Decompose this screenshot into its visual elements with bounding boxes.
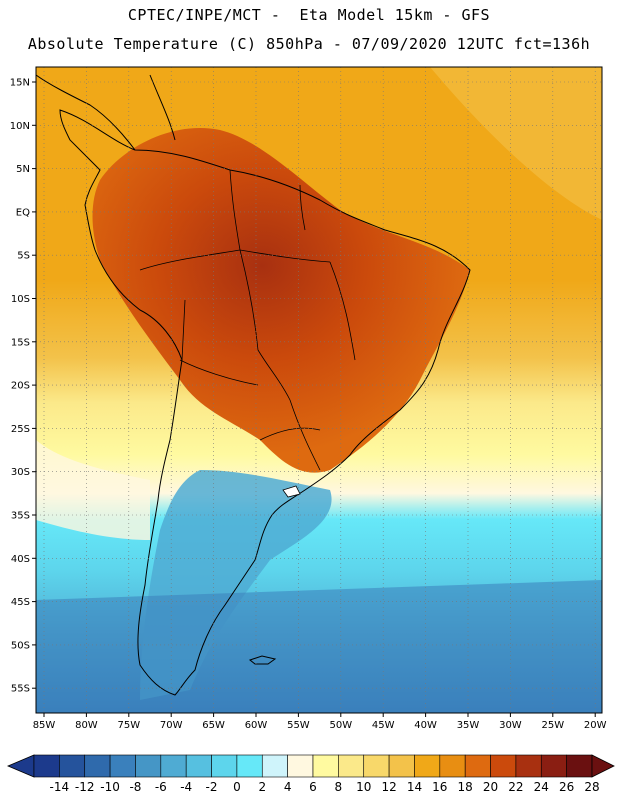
lat-label: 30S: [11, 467, 30, 478]
colorbar-label: 20: [483, 780, 498, 794]
lat-label: 20S: [11, 381, 30, 392]
lon-label: 20W: [584, 720, 607, 731]
colorbar-label: 2: [258, 780, 266, 794]
lon-label: 65W: [202, 720, 225, 731]
colorbar-label: 26: [559, 780, 574, 794]
colorbar-swatch: [261, 754, 288, 778]
map-field: [36, 67, 602, 713]
colorbar-arrow-max: [591, 754, 615, 778]
colorbar-swatch: [388, 754, 415, 778]
colorbar-swatch: [540, 754, 567, 778]
lon-label: 70W: [160, 720, 183, 731]
lat-label: 10S: [11, 294, 30, 305]
lon-label: 60W: [245, 720, 268, 731]
map-title-line1: CPTEC/INPE/MCT - Eta Model 15km - GFS: [127, 6, 491, 24]
lat-label: 5S: [17, 251, 30, 262]
colorbar-swatch: [566, 754, 593, 778]
colorbar-label: -10: [100, 780, 120, 794]
lat-label: 10N: [10, 121, 30, 132]
colorbar-swatch: [338, 754, 365, 778]
lat-label: 55S: [11, 684, 30, 695]
colorbar-label: 10: [356, 780, 371, 794]
colorbar-label: 18: [458, 780, 473, 794]
lat-label: EQ: [16, 207, 30, 218]
colorbar-swatch: [363, 754, 390, 778]
country-borders: [139, 169, 356, 471]
colorbar: -14 -12 -10 -8 -6 -4 -2 0 2 4 6 8 10 12 14 16 18 20 22 24 26…: [6, 754, 615, 794]
map-title-line2: Absolute Temperature (C) 850hPa - 07/09/…: [27, 35, 591, 53]
colorbar-label: 14: [407, 780, 422, 794]
map-frame: [35, 66, 603, 714]
latitude-labels: 15N 10N 5N EQ 5S 10S 15S 20S 25S 30S 35S 40S 45S 50S 5…: [10, 78, 36, 695]
lat-label: 50S: [11, 640, 30, 651]
lon-label: 25W: [541, 720, 564, 731]
colorbar-label: -6: [155, 780, 167, 794]
colorbar-swatch: [211, 754, 238, 778]
longitude-labels: 85W 80W 75W 70W 65W 60W 55W 50W 45W 40W 35W 30W 25W 2…: [33, 713, 607, 731]
lon-label: 80W: [75, 720, 98, 731]
colorbar-label: -12: [75, 780, 95, 794]
lon-label: 55W: [287, 720, 310, 731]
colorbar-swatch: [84, 754, 111, 778]
colorbar-label: 8: [335, 780, 343, 794]
colorbar-label: 12: [381, 780, 396, 794]
colorbar-label: -14: [50, 780, 70, 794]
colorbar-label: 24: [534, 780, 549, 794]
colorbar-arrow-min: [6, 754, 35, 778]
colorbar-swatch: [515, 754, 542, 778]
lon-label: 35W: [457, 720, 480, 731]
southern-ocean-cold: [36, 580, 602, 713]
lat-label: 5N: [16, 164, 30, 175]
lon-label: 75W: [117, 720, 140, 731]
colorbar-swatch: [287, 754, 314, 778]
colorbar-label: 4: [284, 780, 292, 794]
lon-label: 50W: [329, 720, 352, 731]
colorbar-swatch: [490, 754, 517, 778]
lat-label: 15N: [10, 78, 30, 89]
colorbar-swatch: [160, 754, 187, 778]
lon-label: 30W: [499, 720, 522, 731]
lagoon-outline: [282, 485, 301, 498]
colorbar-swatch: [185, 754, 212, 778]
south-america-coastline: [59, 109, 471, 696]
colorbar-swatch: [59, 754, 86, 778]
colorbar-label: 16: [432, 780, 447, 794]
colorbar-swatch: [439, 754, 466, 778]
colorbar-label: 22: [508, 780, 523, 794]
colorbar-swatch: [33, 754, 60, 778]
lat-label: 15S: [11, 337, 30, 348]
falklands-coastline: [248, 655, 277, 665]
colorbar-swatch: [109, 754, 136, 778]
lat-label: 35S: [11, 511, 30, 522]
colorbar-label: 28: [584, 780, 599, 794]
colorbar-swatch: [135, 754, 162, 778]
lon-label: 45W: [372, 720, 395, 731]
lat-label: 40S: [11, 554, 30, 565]
colorbar-label: -4: [180, 780, 192, 794]
lat-label: 45S: [11, 597, 30, 608]
colorbar-swatch: [414, 754, 441, 778]
colorbar-label: 0: [233, 780, 241, 794]
lon-label: 85W: [33, 720, 56, 731]
land-hot-field: [92, 128, 470, 473]
lon-label: 40W: [414, 720, 437, 731]
colorbar-swatch: [464, 754, 491, 778]
colorbar-swatch: [312, 754, 339, 778]
lat-label: 25S: [11, 424, 30, 435]
colorbar-label: -8: [129, 780, 141, 794]
colorbar-swatch: [236, 754, 263, 778]
ocean-warm-band: [430, 67, 602, 220]
colorbar-label: 6: [309, 780, 317, 794]
colorbar-label: -2: [206, 780, 218, 794]
